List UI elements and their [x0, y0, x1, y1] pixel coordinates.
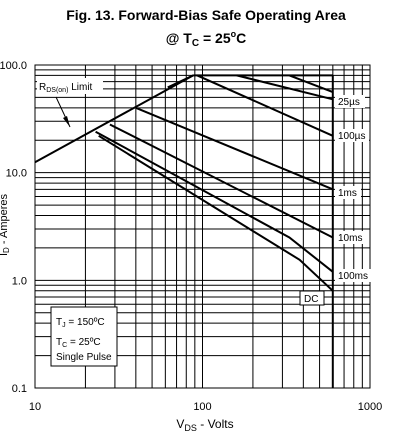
- conditions-box: TJ = 150ºC TC = 25ºC Single Pulse: [50, 306, 118, 367]
- curve-label-100us: 100µs: [338, 131, 365, 142]
- chart-title: Fig. 13. Forward-Bias Safe Operating Are…: [66, 7, 346, 23]
- label-bg: [335, 129, 369, 142]
- x-tick-label: 10: [29, 401, 41, 413]
- curve-label-dc: DC: [304, 294, 318, 305]
- series-line: [98, 134, 334, 292]
- curve-label-25us: 25µs: [338, 97, 360, 108]
- chart-subtitle: @ TC = 25oC: [166, 29, 246, 49]
- condition-pulse: Single Pulse: [56, 352, 112, 363]
- x-axis-label: VDS - Volts: [176, 417, 233, 433]
- curve-label-10ms: 10ms: [338, 233, 362, 244]
- series-line: [34, 74, 194, 164]
- series-line: [95, 130, 334, 273]
- plot-frame: [34, 64, 371, 389]
- label-bg: [335, 95, 365, 108]
- y-tick-label: 100.0: [0, 60, 27, 72]
- curve-labels: 25µs 100µs 1ms 10ms 100ms DC: [299, 95, 373, 306]
- series-line: [236, 74, 334, 101]
- x-tick-label: 100: [193, 401, 211, 413]
- series-line: [109, 123, 334, 239]
- conditions-frame: [50, 306, 118, 367]
- y-tick-label: 10.0: [6, 168, 27, 180]
- condition-tj: TJ = 150ºC: [56, 317, 105, 329]
- y-axis-label: ID - Amperes: [0, 193, 11, 256]
- curve-label-1ms: 1ms: [338, 188, 357, 199]
- label-bg: [335, 269, 373, 282]
- rds-arrowhead: [63, 116, 70, 127]
- rds-label-bg: [37, 78, 103, 94]
- series-line: [135, 106, 334, 191]
- label-bg: [335, 231, 367, 244]
- series-line: [196, 74, 334, 137]
- tick-labels: 10 100 1000 0.1 1.0 10.0 100.0: [0, 60, 382, 413]
- curve-label-100ms: 100ms: [338, 271, 368, 282]
- dc-label-box: [299, 290, 325, 306]
- y-tick-label: 0.1: [12, 383, 27, 395]
- plot-series: [34, 74, 334, 388]
- rds-limit-annotation: RDS(on) Limit: [37, 78, 103, 128]
- y-tick-label: 1.0: [12, 275, 27, 287]
- series-line: [167, 74, 194, 89]
- label-bg: [335, 186, 361, 199]
- condition-tc: TC = 25ºC: [56, 337, 101, 349]
- rds-limit-label: RDS(on) Limit: [39, 82, 93, 94]
- x-tick-label: 1000: [358, 401, 382, 413]
- series-line: [289, 74, 334, 94]
